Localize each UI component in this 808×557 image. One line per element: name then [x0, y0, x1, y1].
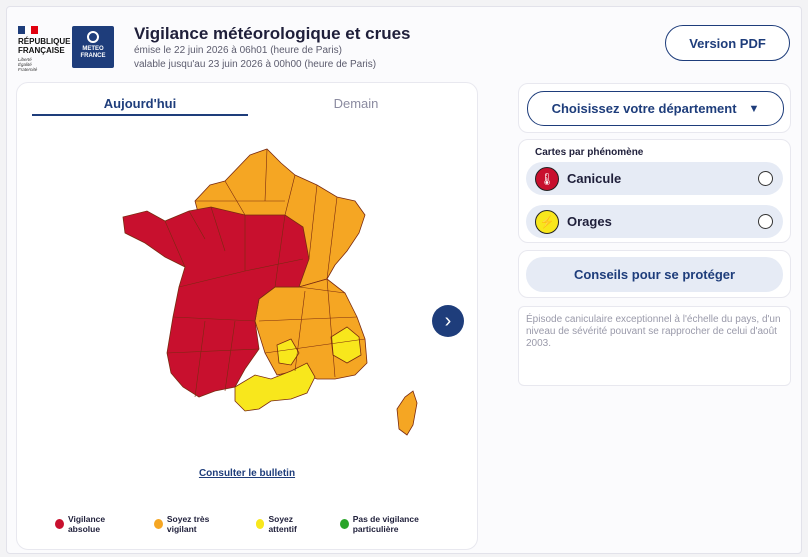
- orange-dot-icon: [153, 519, 163, 529]
- legend-label: Soyez très vigilant: [166, 514, 210, 534]
- vigilance-description: Épisode caniculaire exceptionnel à l'éch…: [526, 314, 781, 349]
- legend-item-orange: Soyez très vigilant: [153, 514, 234, 534]
- phenomenon-label: Orages: [567, 214, 612, 229]
- thermometer-icon: 🌡: [535, 166, 559, 191]
- department-select-button[interactable]: Choisissez votre département ▼: [527, 91, 784, 126]
- issued-date: émise le 22 juin 2026 à 06h01 (heure de …: [134, 45, 342, 56]
- meteo-france-mark-icon: [87, 31, 99, 43]
- department-borders: [164, 148, 366, 398]
- zone-orange-southeast[interactable]: [254, 278, 368, 380]
- legend-item-yellow: Soyez attentif: [255, 514, 318, 534]
- canicule-radio[interactable]: [758, 171, 773, 186]
- yellow-dot-icon: [255, 519, 265, 529]
- legend-label: Soyez attentif: [268, 514, 297, 534]
- tab-today[interactable]: Aujourd'hui: [103, 96, 177, 111]
- legend-label: Pas de vigilance particulière: [352, 514, 419, 534]
- phenomenon-canicule[interactable]: 🌡 Canicule: [526, 162, 783, 195]
- zone-red-west[interactable]: [122, 206, 310, 398]
- tab-tomorrow[interactable]: Demain: [333, 96, 379, 111]
- legend-label: Vigilance absolue: [67, 514, 106, 534]
- mf-logo-line: METEO: [82, 46, 104, 52]
- phenomenon-label: Canicule: [567, 171, 622, 186]
- gov-name: RÉPUBLIQUE FRANÇAISE: [18, 37, 71, 55]
- lightning-icon: ⚡: [535, 209, 559, 234]
- next-day-button[interactable]: ›: [432, 305, 464, 337]
- gov-motto: Liberté Égalité Fraternité: [18, 57, 38, 72]
- red-dot-icon: [55, 519, 64, 529]
- phenomenon-orages[interactable]: ⚡ Orages: [526, 205, 783, 238]
- valid-until-date: valable jusqu'au 23 juin 2026 à 00h00 (h…: [134, 59, 377, 70]
- green-dot-icon: [339, 519, 349, 529]
- chevron-right-icon: ›: [444, 310, 452, 332]
- department-button-label: Choisissez votre département: [551, 101, 737, 116]
- orages-radio[interactable]: [758, 214, 773, 229]
- mf-logo-line: FRANCE: [80, 53, 106, 59]
- department-card: Choisissez votre département ▼: [518, 83, 791, 133]
- legend-item-red: Vigilance absolue: [55, 514, 132, 534]
- vigilance-map[interactable]: [95, 141, 425, 441]
- meteo-france-logo: METEO FRANCE: [72, 26, 114, 68]
- map-card: Aujourd'hui Demain › Consulter le bullet…: [16, 82, 478, 550]
- republique-francaise-logo: RÉPUBLIQUE FRANÇAISE Liberté Égalité Fra…: [18, 26, 71, 72]
- page-title: Vigilance météorologique et crues: [134, 24, 411, 43]
- legend: Vigilance absolue Soyez très vigilant So…: [55, 514, 477, 534]
- zone-yellow-south[interactable]: [234, 362, 316, 412]
- french-flag-icon: [18, 26, 39, 34]
- phenomena-card: Cartes par phénomène 🌡 Canicule ⚡ Orages: [518, 139, 791, 243]
- pdf-version-button[interactable]: Version PDF: [665, 25, 790, 61]
- zone-orange-corsica[interactable]: [396, 390, 418, 436]
- description-card: Épisode caniculaire exceptionnel à l'éch…: [518, 306, 791, 386]
- active-tab-indicator: [32, 114, 248, 116]
- advice-button[interactable]: Conseils pour se protéger: [526, 257, 783, 292]
- advice-card: Conseils pour se protéger: [518, 250, 791, 298]
- chevron-down-icon: ▼: [748, 102, 760, 115]
- legend-item-green: Pas de vigilance particulière: [339, 514, 455, 534]
- phenomena-title: Cartes par phénomène: [535, 147, 644, 158]
- bulletin-link[interactable]: Consulter le bulletin: [198, 468, 296, 479]
- zone-yellow-centre[interactable]: [276, 338, 300, 366]
